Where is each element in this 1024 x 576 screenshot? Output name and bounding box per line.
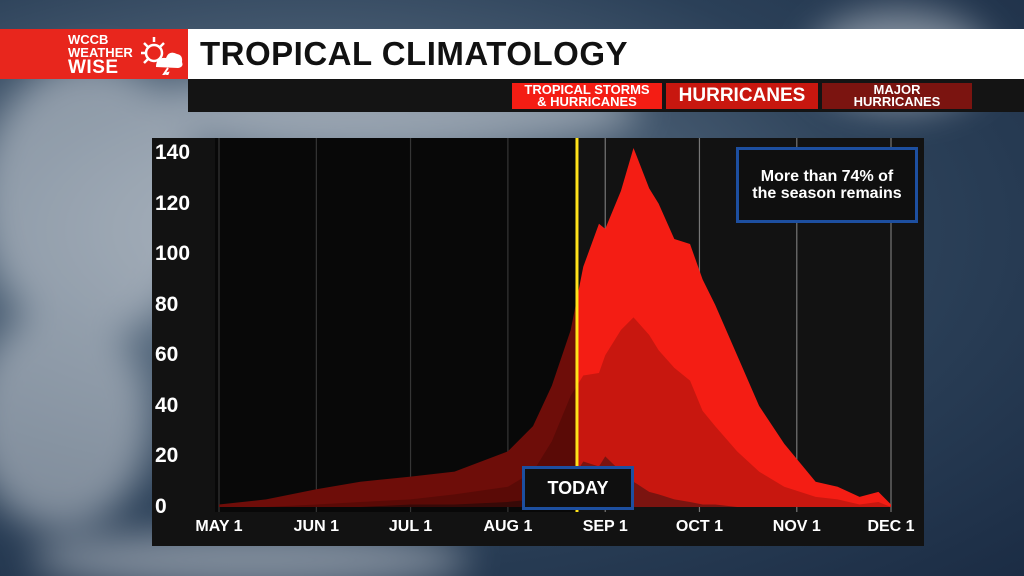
y-tick-40: 40	[155, 393, 179, 417]
x-tick-0: MAY 1	[195, 518, 243, 535]
y-tick-100: 100	[155, 242, 191, 266]
legend-major-line-1: MAJOR	[873, 82, 921, 97]
y-tick-80: 80	[155, 292, 179, 316]
past-season-shade	[215, 138, 577, 512]
x-tick-5: OCT 1	[675, 518, 723, 535]
legend-hurricanes: HURRICANES	[666, 83, 818, 109]
x-tick-7: DEC 1	[867, 518, 915, 535]
sun-cloud-icon	[141, 37, 183, 75]
today-callout: TODAY	[522, 466, 634, 510]
legend-tropical-storms: TROPICAL STORMS & HURRICANES	[512, 83, 662, 109]
title-bar: TROPICAL CLIMATOLOGY	[188, 29, 1024, 79]
x-tick-3: AUG 1	[483, 518, 533, 535]
season-remaining-note: More than 74% of the season remains	[736, 147, 918, 223]
y-tick-120: 120	[155, 191, 191, 215]
y-tick-20: 20	[155, 444, 179, 468]
area-series-0	[219, 147, 891, 507]
legend-tropical-storms-line-2: & HURRICANES	[537, 94, 637, 109]
x-tick-6: NOV 1	[772, 518, 821, 535]
logo-line-1: WCCB	[68, 32, 109, 47]
y-tick-0: 0	[155, 495, 167, 518]
legend-tropical-storms-line-1: TROPICAL STORMS	[524, 82, 650, 97]
page-title: TROPICAL CLIMATOLOGY	[200, 35, 628, 72]
y-tick-60: 60	[155, 343, 179, 367]
logo-line-3: WISE	[68, 57, 119, 78]
logo-wordmark: WCCB WEATHER WISE	[68, 33, 133, 77]
legend-major-line-2: HURRICANES	[853, 94, 941, 109]
legend-major-hurricanes: MAJOR HURRICANES	[822, 83, 972, 109]
y-tick-140: 140	[155, 141, 191, 164]
area-series-1	[219, 317, 891, 507]
x-tick-4: SEP 1	[582, 518, 628, 535]
logo-line-2: WEATHER	[68, 45, 133, 60]
station-logo: WCCB WEATHER WISE	[0, 29, 188, 79]
x-tick-1: JUN 1	[293, 518, 340, 535]
x-tick-2: JUL 1	[388, 518, 433, 535]
